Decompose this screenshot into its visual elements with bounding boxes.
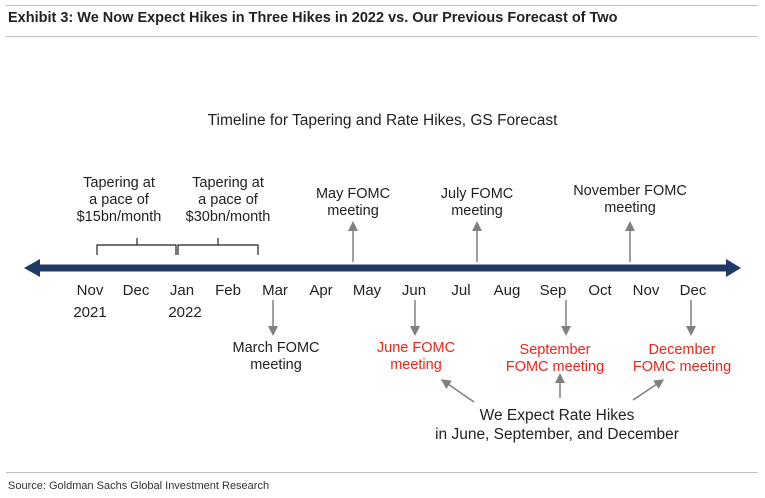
tapering-bracket-15bn	[96, 238, 177, 255]
tapering-label-30bn: Tapering at a pace of $30bn/month	[185, 175, 271, 225]
month-label: Nov	[76, 282, 104, 299]
month-label: Mar	[262, 282, 288, 299]
label-may-fomc: May FOMC meeting	[315, 186, 391, 219]
month-label: Jul	[451, 282, 471, 299]
label-march-fomc: March FOMC meeting	[232, 340, 320, 373]
month-label: Dec	[679, 282, 707, 299]
chart-title: Timeline for Tapering and Rate Hikes, GS…	[207, 112, 558, 129]
arrow-note-to-june	[440, 379, 475, 403]
exhibit-title: Exhibit 3: We Now Expect Hikes in Three …	[8, 10, 618, 26]
label-september-fomc: September FOMC meeting	[505, 342, 605, 375]
year-label: 2022	[168, 304, 202, 321]
source-note: Source: Goldman Sachs Global Investment …	[8, 480, 270, 492]
month-label: Jan	[169, 282, 195, 299]
month-label: Aug	[493, 282, 521, 299]
title-rule	[6, 36, 758, 37]
month-label: Jun	[401, 282, 427, 299]
tapering-label-15bn: Tapering at a pace of $15bn/month	[76, 175, 162, 225]
month-label: Sep	[539, 282, 567, 299]
month-label: Feb	[215, 282, 241, 299]
arrow-note-to-december	[632, 379, 665, 401]
label-june-fomc: June FOMC meeting	[376, 340, 456, 373]
hike-note: We Expect Rate Hikes in June, September, …	[435, 407, 679, 443]
label-december-fomc: December FOMC meeting	[632, 342, 732, 375]
month-label: Oct	[588, 282, 612, 299]
label-july-fomc: July FOMC meeting	[440, 186, 514, 219]
timeline-right-arrowhead	[726, 259, 741, 277]
year-label: 2021	[73, 304, 107, 321]
month-label: Dec	[122, 282, 150, 299]
label-november-fomc: November FOMC meeting	[573, 183, 687, 216]
month-label: May	[352, 282, 382, 299]
month-label: Apr	[309, 282, 333, 299]
top-rule	[6, 5, 758, 6]
month-label: Nov	[632, 282, 660, 299]
footer-rule	[6, 472, 758, 473]
timeline-left-arrowhead	[24, 259, 40, 277]
tapering-bracket-30bn	[177, 238, 259, 255]
